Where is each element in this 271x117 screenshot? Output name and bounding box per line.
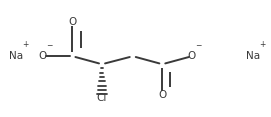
- Text: +: +: [259, 40, 266, 49]
- Text: O: O: [158, 90, 166, 100]
- Text: O: O: [68, 17, 77, 27]
- Text: −: −: [195, 41, 202, 50]
- Text: −: −: [47, 41, 53, 50]
- Text: O: O: [39, 51, 47, 61]
- Text: Na: Na: [246, 51, 261, 61]
- Text: +: +: [22, 40, 28, 49]
- Text: O: O: [188, 51, 196, 61]
- Text: Cl: Cl: [97, 93, 107, 103]
- Text: Na: Na: [9, 51, 23, 61]
